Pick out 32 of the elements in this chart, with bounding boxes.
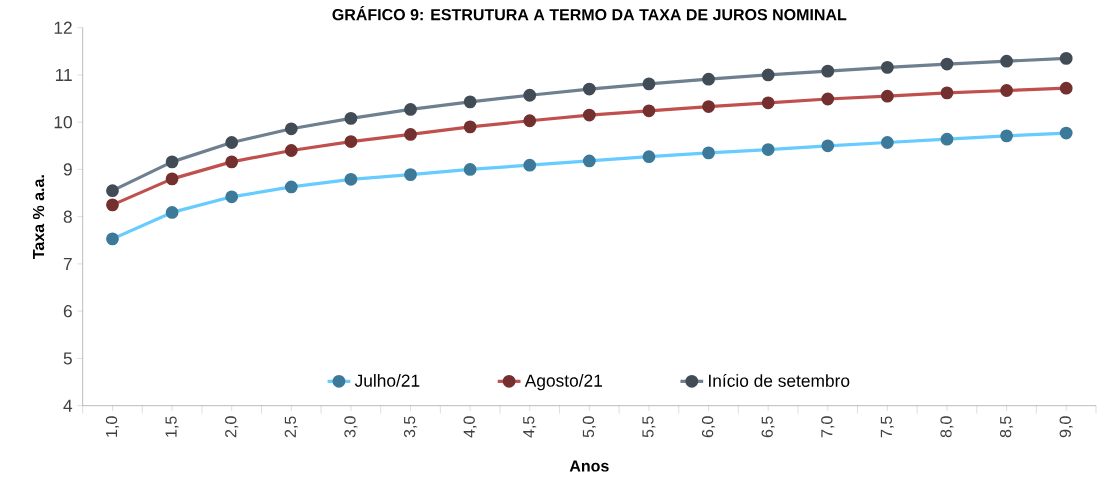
x-axis-title: Anos [569, 460, 609, 472]
chart-title: GRÁFICO 9: ESTRUTURA A TERMO DA TAXA DE JUROS NOMINAL [332, 5, 847, 21]
x-tick-label: 8,5 [999, 416, 1014, 438]
y-tick-label: 5 [63, 352, 72, 365]
legend-label: Julho/21 [354, 374, 420, 387]
y-tick-label: 8 [63, 210, 72, 223]
y-tick-label: 4 [63, 399, 73, 412]
y-tick-label: 6 [63, 305, 72, 318]
x-tick-label: 6,0 [701, 416, 716, 438]
x-tick-label: 5,5 [642, 416, 656, 438]
x-tick-label: 3,0 [344, 416, 358, 438]
x-tick-label: 8,0 [940, 416, 954, 438]
y-axis-title: Taxa % a.a. [32, 175, 45, 260]
legend-label: Início de setembro [709, 373, 850, 387]
x-tick-label: 7,5 [880, 416, 894, 438]
y-tick-label: 9 [63, 163, 72, 176]
legend-label: Agosto/21 [524, 374, 602, 391]
x-tick-label: 5,0 [582, 416, 596, 438]
y-tick-label: 7 [63, 257, 72, 270]
x-tick-label: 1,5 [165, 416, 179, 437]
x-tick-label: 7,0 [821, 416, 835, 438]
x-tick-label: 6,5 [761, 416, 775, 438]
x-tick-label: 3,5 [403, 416, 418, 438]
x-tick-label: 4,5 [523, 416, 537, 438]
x-tick-label: 2,5 [284, 416, 298, 438]
x-tick-label: 9,0 [1059, 416, 1073, 438]
y-tick-label: 12 [54, 21, 72, 34]
y-tick-label: 10 [54, 116, 72, 129]
y-tick-label: 11 [55, 68, 72, 81]
x-tick-label: 1,0 [105, 416, 120, 437]
x-tick-label: 4,0 [463, 416, 477, 438]
x-tick-label: 2,0 [225, 416, 239, 438]
